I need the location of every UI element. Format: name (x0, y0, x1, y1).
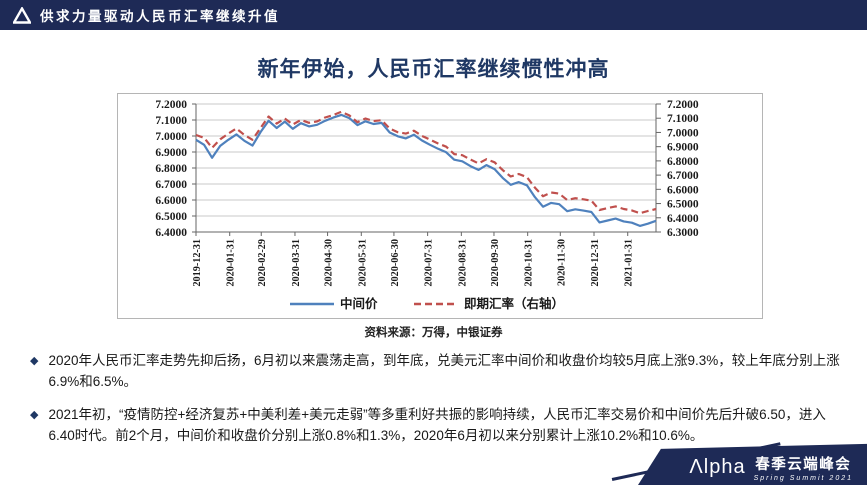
x-axis-tick-label: 2020-01-31 (226, 239, 237, 287)
x-axis-tick-label: 2020-12-31 (590, 239, 601, 287)
x-axis-tick-label: 2020-09-30 (490, 239, 501, 287)
right-axis-tick-label: 7.2000 (667, 99, 699, 111)
left-axis-tick-label: 6.9000 (155, 147, 187, 159)
exchange-rate-chart: 7.2000 7.1000 7.0000 6.9000 6.8000 6.7000 6.60… (117, 93, 763, 319)
right-axis-tick-label: 6.6000 (667, 184, 699, 196)
left-axis-tick-label: 6.8000 (155, 163, 187, 175)
left-axis-tick-label: 7.0000 (155, 131, 187, 143)
bullet-item: ◆ 2021年初，“疫情防控+经济复苏+中美利差+美元走弱”等多重利好共振的影响… (30, 405, 848, 446)
footer-banner: Λlpha 春季云端峰会 Spring Summit 2021 (638, 443, 867, 485)
x-axis-tick-label: 2020-03-31 (291, 239, 302, 287)
right-axis-tick-label: 6.8000 (667, 156, 699, 168)
left-axis-tick-label: 6.4000 (155, 227, 187, 239)
alpha-logo-text: Λlpha (689, 455, 746, 478)
x-axis-tick-label: 2020-10-31 (524, 239, 535, 287)
line-chart-svg: 7.2000 7.1000 7.0000 6.9000 6.8000 6.7000 6.60… (155, 99, 699, 311)
x-axis-tick-label: 2020-08-31 (457, 239, 468, 287)
x-axis-tick-label: 2019-12-31 (192, 239, 203, 287)
alpha-triangle-logo-icon (13, 6, 31, 24)
event-subtitle: Spring Summit 2021 (753, 474, 853, 482)
right-axis-tick-label: 6.3000 (667, 227, 699, 239)
bullet-text: 2020年人民币汇率走势先抑后扬，6月初以来震荡走高，到年底，兑美元汇率中间价和… (48, 353, 840, 389)
bullet-text: 2021年初，“疫情防控+经济复苏+中美利差+美元走弱”等多重利好共振的影响持续… (48, 407, 826, 443)
chart-title: 新年伊始，人民币汇率继续惯性冲高 (257, 58, 610, 81)
x-axis-tick-label: 2020-11-30 (556, 239, 567, 286)
x-axis-tick-label: 2020-06-30 (390, 239, 401, 287)
series-line-right (195, 110, 657, 215)
event-name: 春季云端峰会 (755, 456, 852, 473)
x-axis-tick-label: 2020-05-31 (357, 239, 368, 287)
bullet-item: ◆ 2020年人民币汇率走势先抑后扬，6月初以来震荡走高，到年底，兑美元汇率中间… (30, 351, 848, 392)
left-axis-tick-label: 7.1000 (155, 115, 187, 127)
header-bar: 供求力量驱动人民币汇率继续升值 (0, 0, 867, 30)
header-title: 供求力量驱动人民币汇率继续升值 (40, 9, 280, 24)
bullet-list: ◆ 2020年人民币汇率走势先抑后扬，6月初以来震荡走高，到年底，兑美元汇率中间… (30, 351, 848, 459)
legend-label: 即期汇率（右轴） (464, 296, 564, 311)
right-axis-tick-label: 7.0000 (667, 127, 699, 139)
diamond-bullet-icon: ◆ (30, 355, 39, 367)
left-axis-tick-label: 6.7000 (155, 179, 187, 191)
x-axis-tick-label: 2021-01-31 (624, 239, 635, 287)
legend-label: 中间价 (340, 296, 378, 311)
event-name-block: 春季云端峰会 Spring Summit 2021 (754, 453, 853, 482)
right-axis-tick-label: 6.9000 (667, 142, 699, 154)
source-caption: 资料来源：万得，中银证券 (364, 327, 503, 339)
x-axis-tick-label: 2020-04-30 (324, 239, 335, 287)
right-axis-tick-label: 6.4000 (667, 213, 699, 225)
left-axis-tick-label: 6.6000 (155, 195, 187, 207)
left-axis-tick-label: 6.5000 (155, 211, 187, 223)
series-line-left (195, 113, 657, 227)
diamond-bullet-icon: ◆ (30, 409, 39, 422)
right-axis-tick-label: 6.7000 (667, 170, 699, 182)
x-axis-tick-label: 2020-02-29 (257, 239, 268, 287)
right-axis-tick-label: 6.5000 (667, 199, 699, 211)
x-axis-tick-label: 2020-07-31 (424, 239, 435, 287)
left-axis-tick-label: 7.2000 (155, 99, 187, 111)
right-axis-tick-label: 7.1000 (667, 113, 699, 125)
